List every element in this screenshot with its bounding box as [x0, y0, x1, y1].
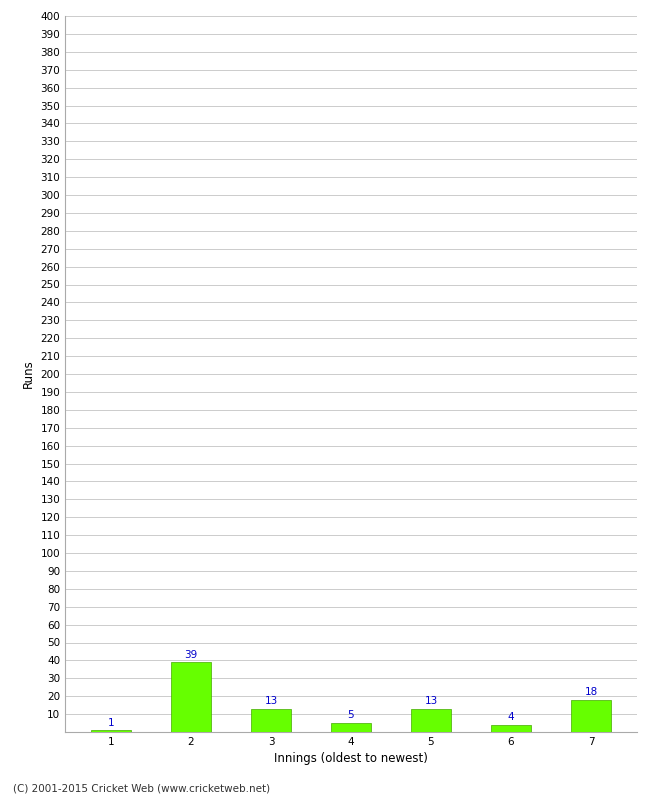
Bar	[331, 723, 371, 732]
Bar	[91, 730, 131, 732]
Bar	[411, 709, 451, 732]
Bar	[491, 725, 531, 732]
Text: 13: 13	[265, 696, 278, 706]
Text: 13: 13	[424, 696, 437, 706]
Bar	[571, 700, 611, 732]
Text: 39: 39	[185, 650, 198, 659]
Bar	[251, 709, 291, 732]
Text: (C) 2001-2015 Cricket Web (www.cricketweb.net): (C) 2001-2015 Cricket Web (www.cricketwe…	[13, 784, 270, 794]
Y-axis label: Runs: Runs	[22, 360, 35, 388]
Text: 18: 18	[584, 687, 597, 697]
Text: 5: 5	[348, 710, 354, 720]
X-axis label: Innings (oldest to newest): Innings (oldest to newest)	[274, 753, 428, 766]
Text: 4: 4	[508, 712, 514, 722]
Bar	[171, 662, 211, 732]
Text: 1: 1	[108, 718, 114, 727]
